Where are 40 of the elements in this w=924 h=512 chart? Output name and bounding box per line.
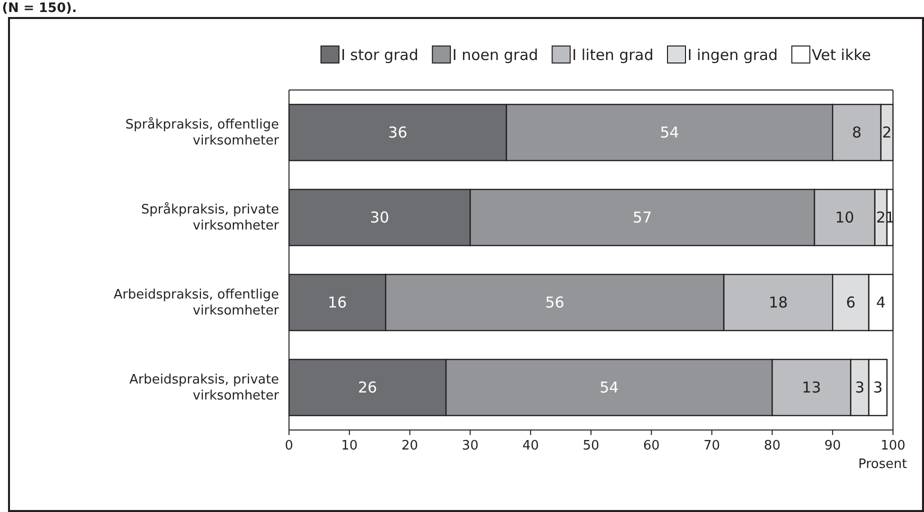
x-tick-label: 30 [462, 438, 478, 454]
data-label: 54 [660, 124, 680, 142]
data-label: 57 [632, 208, 652, 226]
data-label: 6 [846, 294, 856, 312]
data-label: 10 [835, 208, 854, 226]
x-tick-label: 90 [824, 438, 841, 454]
x-tick-label: 20 [402, 438, 418, 454]
x-tick-label: 70 [704, 438, 720, 454]
x-tick-label: 40 [522, 438, 539, 454]
text: (N = 150). [2, 1, 77, 16]
legend-label: Vet ikke [812, 46, 872, 64]
data-label: 4 [876, 294, 886, 312]
data-label: 3 [855, 378, 865, 396]
data-label: 18 [768, 294, 788, 312]
legend-label: I noen grad [452, 46, 538, 64]
data-label: 26 [358, 378, 378, 396]
data-label: 56 [545, 294, 564, 312]
data-label: 13 [802, 378, 822, 396]
legend-label: I liten grad [572, 46, 654, 64]
y-tick-label: Arbeidspraksis, private virksomheter [129, 372, 280, 404]
x-tick-label: 10 [341, 438, 358, 454]
data-label: 8 [852, 124, 862, 142]
y-tick-label: Språkpraksis, offentlige virksomheter [125, 116, 280, 148]
data-label: 2 [882, 124, 892, 142]
data-label: 54 [600, 378, 619, 396]
data-label: 2 [876, 208, 886, 226]
y-tick-label: Arbeidspraksis, offentlige virksomheter [114, 288, 280, 318]
x-tick-label: 100 [880, 438, 906, 454]
legend-label: I ingen grad [688, 46, 778, 64]
data-label: 36 [388, 124, 408, 142]
x-tick-label: 0 [284, 438, 294, 454]
y-tick-label: Språkpraksis, private virksomheter [141, 202, 280, 234]
x-tick-label: 50 [582, 438, 600, 454]
data-label: 16 [328, 294, 347, 312]
x-axis-title: Prosent [858, 457, 907, 472]
data-label: 30 [370, 208, 390, 226]
legend-label: I stor grad [340, 46, 418, 64]
x-tick-label: 60 [643, 438, 660, 454]
data-label: 3 [873, 378, 883, 396]
x-tick-label: 80 [764, 438, 780, 454]
